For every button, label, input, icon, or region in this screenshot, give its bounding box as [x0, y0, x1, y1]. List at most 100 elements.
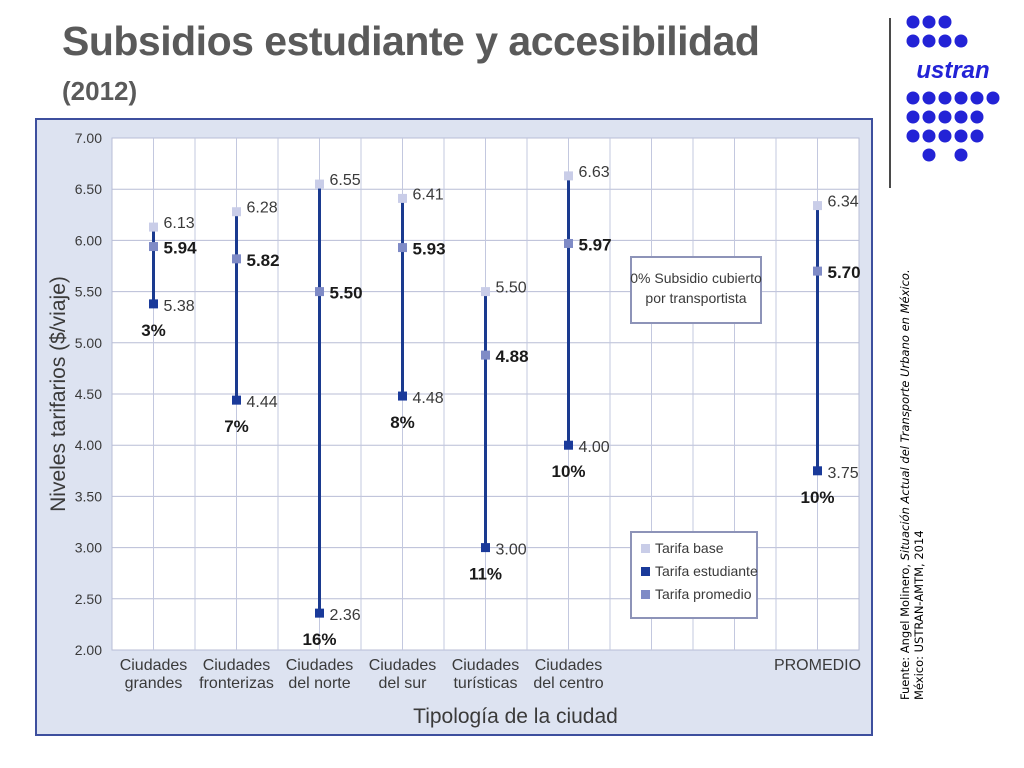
tarifa-estudiante-marker	[149, 299, 158, 309]
tarifa-promedio-label: 4.88	[496, 347, 529, 366]
tarifa-estudiante-marker	[813, 466, 822, 476]
annotation-box	[630, 256, 762, 324]
subsidy-percent-label: 10%	[800, 488, 834, 507]
logo-dot	[906, 129, 920, 143]
legend-swatch	[641, 590, 650, 599]
tarifa-estudiante-marker	[564, 440, 573, 450]
logo-dot	[938, 91, 952, 105]
y-tick-label: 6.50	[75, 181, 102, 197]
logo-dot	[938, 110, 952, 124]
category-label: Ciudades	[120, 657, 188, 674]
logo-dot	[970, 110, 984, 124]
tarifa-base-marker	[398, 193, 407, 203]
divider-line	[889, 18, 891, 188]
y-tick-label: 6.00	[75, 232, 102, 248]
y-tick-label: 7.00	[75, 130, 102, 146]
logo-dot	[954, 34, 968, 48]
logo-dot	[922, 91, 936, 105]
category-label: del sur	[378, 675, 427, 692]
x-axis-title: Tipología de la ciudad	[413, 705, 618, 728]
tarifa-base-label: 6.63	[579, 164, 610, 181]
category-label: PROMEDIO	[774, 657, 861, 674]
category-label: grandes	[125, 675, 183, 692]
tarifa-base-marker	[813, 201, 822, 211]
tarifa-estudiante-marker	[232, 395, 241, 405]
logo-dot	[922, 129, 936, 143]
category-label: del centro	[533, 675, 603, 692]
tarifa-base-marker	[149, 222, 158, 232]
logo-dot	[906, 91, 920, 105]
tarifa-base-label: 5.50	[496, 280, 527, 297]
logo-dot	[922, 148, 936, 162]
tarifa-promedio-marker	[232, 254, 241, 264]
logo-dot	[954, 110, 968, 124]
logo-dot	[970, 91, 984, 105]
subsidy-percent-label: 10%	[551, 462, 585, 481]
logo-dot	[938, 15, 952, 29]
logo-dot	[954, 148, 968, 162]
tarifa-promedio-label: 5.82	[247, 251, 280, 270]
legend-swatch	[641, 567, 650, 576]
y-tick-label: 5.50	[75, 284, 102, 300]
tarifa-promedio-label: 5.50	[330, 284, 363, 303]
tarifa-promedio-marker	[813, 266, 822, 276]
tarifa-promedio-label: 5.70	[828, 263, 861, 282]
y-axis-title: Niveles tarifarios ($/viaje)	[47, 276, 70, 512]
annotation-line: por transportista	[645, 290, 746, 306]
tarifa-promedio-label: 5.94	[164, 239, 198, 258]
subsidy-percent-label: 11%	[469, 565, 502, 584]
tarifa-promedio-marker	[481, 350, 490, 360]
logo-dot	[938, 129, 952, 143]
tarifa-estudiante-label: 4.44	[247, 394, 278, 411]
source-title: Situación Actual del Transporte Urbano e…	[898, 269, 912, 561]
y-tick-label: 3.00	[75, 540, 102, 556]
tarifa-base-label: 6.34	[828, 194, 859, 211]
tarifa-estudiante-marker	[315, 608, 324, 618]
legend-label: Tarifa estudiante	[655, 563, 758, 579]
category-label: Ciudades	[369, 657, 437, 674]
annotation-line: 0% Subsidio cubierto	[630, 270, 762, 286]
tarifa-promedio-label: 5.93	[413, 240, 446, 259]
category-label: del norte	[288, 675, 350, 692]
logo-dot	[986, 91, 1000, 105]
tarifa-promedio-marker	[315, 287, 324, 297]
logo-dot	[938, 34, 952, 48]
tarifa-base-marker	[315, 179, 324, 189]
y-tick-label: 4.00	[75, 437, 102, 453]
tarifa-base-marker	[232, 207, 241, 217]
tarifa-base-marker	[564, 171, 573, 181]
chart-frame: 2.00 2.50 3.00 3.50 4.00 4.50 5.00 5.50 6.00 6.50…	[35, 118, 873, 736]
source-prefix: Fuente: Angel Molinero,	[898, 560, 912, 700]
tarifa-estudiante-label: 4.48	[413, 390, 444, 407]
logo-dot	[954, 129, 968, 143]
logo-dot	[922, 34, 936, 48]
category-label: Ciudades	[535, 657, 603, 674]
tarifa-base-label: 6.13	[164, 215, 195, 232]
category-label: Ciudades	[203, 657, 271, 674]
category-label: fronterizas	[199, 675, 274, 692]
tarifa-base-label: 6.28	[247, 200, 278, 217]
logo-dot	[922, 110, 936, 124]
logo-dot	[954, 91, 968, 105]
legend-label: Tarifa base	[655, 540, 724, 556]
tarifa-promedio-label: 5.97	[579, 235, 612, 254]
subsidy-percent-label: 7%	[224, 417, 249, 436]
tarifa-base-label: 6.55	[330, 172, 361, 189]
logo-dot	[922, 15, 936, 29]
y-tick-label: 3.50	[75, 488, 102, 504]
y-tick-label: 2.50	[75, 591, 102, 607]
legend-label: Tarifa promedio	[655, 586, 752, 602]
logo-text: ustran	[916, 57, 989, 84]
legend-swatch	[641, 544, 650, 553]
tarifa-estudiante-label: 3.75	[828, 465, 859, 482]
category-label: Ciudades	[452, 657, 520, 674]
tarifa-promedio-marker	[398, 243, 407, 253]
tarifa-estudiante-marker	[398, 391, 407, 401]
tarifa-estudiante-label: 5.38	[164, 298, 195, 315]
category-label: Ciudades	[286, 657, 354, 674]
legend-box	[630, 531, 758, 619]
tarifa-estudiante-label: 4.00	[579, 439, 610, 456]
tarifa-base-marker	[481, 287, 490, 297]
tarifa-estudiante-marker	[481, 543, 490, 553]
y-tick-label: 5.00	[75, 335, 102, 351]
